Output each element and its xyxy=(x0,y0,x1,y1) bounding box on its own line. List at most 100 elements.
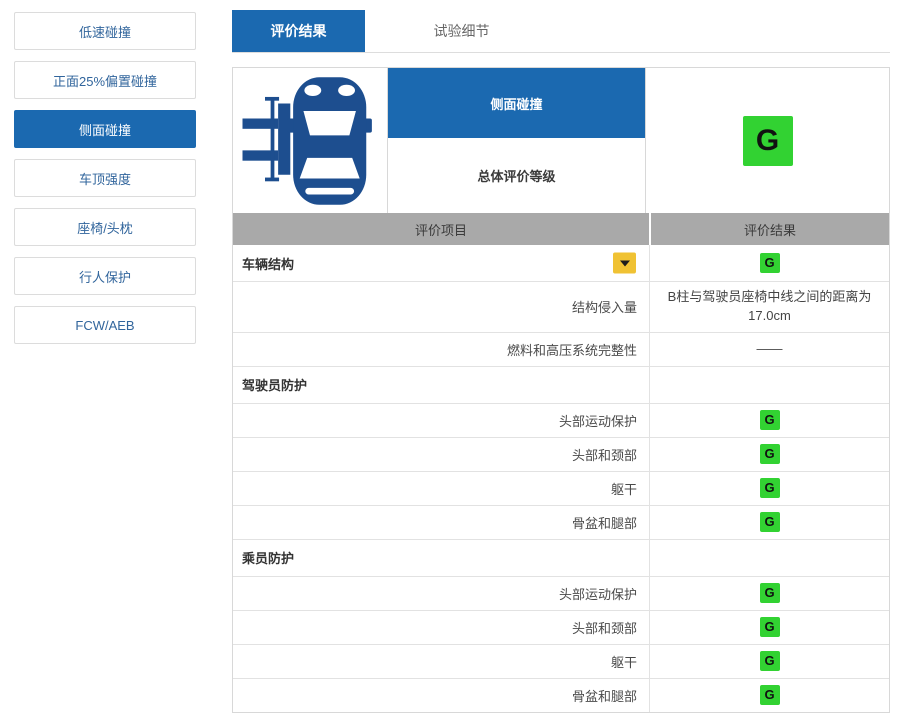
column-header-item: 评价项目 xyxy=(233,213,649,245)
evaluation-result-cell xyxy=(649,539,889,576)
evaluation-item-cell: 骨盆和腿部 xyxy=(233,679,649,712)
table-row: 头部运动保护 G xyxy=(233,402,889,437)
evaluation-item-cell: 骨盆和腿部 xyxy=(233,506,649,539)
table-row: 骨盆和腿部 G xyxy=(233,677,889,712)
tab-label: 试验细节 xyxy=(433,23,490,39)
evaluation-result-cell xyxy=(649,366,889,403)
summary-middle-cell: 侧面碰撞 总体评价等级 xyxy=(388,68,646,213)
evaluation-item-cell: 躯干 xyxy=(233,645,649,678)
evaluation-item-label: 头部和颈部 xyxy=(571,447,637,463)
sidebar-item-label: 行人保护 xyxy=(78,269,131,285)
crash-type-title: 侧面碰撞 xyxy=(388,68,645,138)
evaluation-item-cell: 头部运动保护 xyxy=(233,404,649,437)
tab-label: 评价结果 xyxy=(270,23,327,39)
sidebar-item-7[interactable]: FCW/AEB xyxy=(14,306,196,344)
sidebar: 低速碰撞正面25%偏置碰撞 侧面碰撞车顶强度座椅/头枕行人保护 FCW/AEB xyxy=(14,12,196,355)
evaluation-item-cell: 燃料和高压系统完整性 xyxy=(233,333,649,366)
result-text: —— xyxy=(756,340,783,356)
evaluation-result-cell: G xyxy=(649,505,889,539)
evaluation-item-label: 乘员防护 xyxy=(242,551,295,567)
results-table: 评价项目 评价结果 车辆结构 G 结构侵入量 B柱与驾驶员座椅中线之间的距离为17.0… xyxy=(232,213,890,713)
expand-dropdown-button[interactable] xyxy=(613,252,636,274)
results-table-header: 评价项目 评价结果 xyxy=(233,213,889,245)
evaluation-result-cell: G xyxy=(649,403,889,437)
evaluation-item-label: 骨盆和腿部 xyxy=(571,688,637,704)
evaluation-item-label: 车辆结构 xyxy=(242,256,295,272)
evaluation-result-cell: G xyxy=(649,437,889,471)
evaluation-item-cell: 驾驶员防护 xyxy=(233,367,649,403)
summary-panel: 侧面碰撞 总体评价等级 G xyxy=(232,67,890,213)
evaluation-item-cell: 头部运动保护 xyxy=(233,577,649,610)
grade-badge: G xyxy=(759,253,780,273)
table-row: 车辆结构 G xyxy=(233,245,889,281)
sidebar-item-6[interactable]: 行人保护 xyxy=(14,257,196,295)
grade-badge: G xyxy=(759,512,780,533)
results-table-body: 车辆结构 G 结构侵入量 B柱与驾驶员座椅中线之间的距离为17.0cm 燃料和高压系统完… xyxy=(233,245,889,712)
grade-badge: G xyxy=(759,651,780,672)
evaluation-item-label: 头部运动保护 xyxy=(558,413,637,429)
evaluation-item-label: 头部和颈部 xyxy=(571,620,637,636)
chevron-down-icon xyxy=(619,260,630,266)
tab-1[interactable]: 评价结果 xyxy=(232,10,365,52)
grade-badge: G xyxy=(759,685,780,706)
table-row: 驾驶员防护 xyxy=(233,365,889,403)
column-header-result: 评价结果 xyxy=(651,213,889,245)
grade-badge: G xyxy=(759,617,780,638)
evaluation-item-cell: 结构侵入量 xyxy=(233,282,649,332)
evaluation-result-cell: G xyxy=(649,245,889,281)
main-content: 评价结果 试验细节 xyxy=(232,0,890,713)
crash-type-image-cell xyxy=(233,68,388,213)
evaluation-item-cell: 头部和颈部 xyxy=(233,438,649,471)
evaluation-result-cell: G xyxy=(649,610,889,644)
evaluation-item-label: 躯干 xyxy=(610,654,637,670)
sidebar-item-2[interactable]: 正面25%偏置碰撞 xyxy=(14,61,196,99)
result-text: B柱与驾驶员座椅中线之间的距离为17.0cm xyxy=(667,289,872,323)
sidebar-item-3[interactable]: 侧面碰撞 xyxy=(14,110,196,148)
evaluation-item-label: 头部运动保护 xyxy=(558,586,637,602)
evaluation-item-label: 结构侵入量 xyxy=(571,300,637,316)
grade-badge: G xyxy=(759,444,780,465)
sidebar-item-label: FCW/AEB xyxy=(75,317,135,333)
grade-badge: G xyxy=(759,410,780,431)
overall-grade-cell: G xyxy=(646,68,889,213)
table-row: 躯干 G xyxy=(233,643,889,678)
evaluation-item-cell: 车辆结构 xyxy=(233,245,649,281)
sidebar-item-label: 座椅/头枕 xyxy=(77,220,133,236)
table-row: 骨盆和腿部 G xyxy=(233,504,889,539)
evaluation-item-cell: 乘员防护 xyxy=(233,540,649,576)
evaluation-result-cell: G xyxy=(649,644,889,678)
sidebar-item-5[interactable]: 座椅/头枕 xyxy=(14,208,196,246)
table-row: 燃料和高压系统完整性 —— xyxy=(233,331,889,366)
evaluation-item-cell: 躯干 xyxy=(233,472,649,505)
table-row: 结构侵入量 B柱与驾驶员座椅中线之间的距离为17.0cm xyxy=(233,281,889,332)
evaluation-item-label: 驾驶员防护 xyxy=(242,378,308,394)
tab-2[interactable]: 试验细节 xyxy=(395,10,528,52)
tab-bar: 评价结果 试验细节 xyxy=(232,10,890,53)
sidebar-item-label: 低速碰撞 xyxy=(78,24,131,40)
evaluation-item-label: 燃料和高压系统完整性 xyxy=(506,342,637,358)
table-row: 头部运动保护 G xyxy=(233,575,889,610)
table-row: 乘员防护 xyxy=(233,538,889,576)
table-row: 头部和颈部 G xyxy=(233,609,889,644)
sidebar-item-1[interactable]: 低速碰撞 xyxy=(14,12,196,50)
evaluation-item-cell: 头部和颈部 xyxy=(233,611,649,644)
side-impact-car-top-view-icon xyxy=(242,76,372,205)
evaluation-result-cell: G xyxy=(649,678,889,712)
overall-grade-label: 总体评价等级 xyxy=(477,169,556,184)
table-row: 躯干 G xyxy=(233,470,889,505)
evaluation-result-cell: B柱与驾驶员座椅中线之间的距离为17.0cm xyxy=(649,282,889,332)
table-row: 头部和颈部 G xyxy=(233,436,889,471)
evaluation-item-label: 躯干 xyxy=(610,481,637,497)
evaluation-result-cell: G xyxy=(649,576,889,610)
sidebar-item-4[interactable]: 车顶强度 xyxy=(14,159,196,197)
evaluation-item-label: 骨盆和腿部 xyxy=(571,515,637,531)
overall-grade-badge: G xyxy=(742,115,793,166)
grade-badge: G xyxy=(759,583,780,604)
sidebar-item-label: 侧面碰撞 xyxy=(78,122,131,138)
evaluation-result-cell: G xyxy=(649,471,889,505)
grade-badge: G xyxy=(759,478,780,499)
sidebar-item-label: 车顶强度 xyxy=(78,171,131,187)
sidebar-item-label: 正面25%偏置碰撞 xyxy=(52,73,158,89)
evaluation-result-cell: —— xyxy=(649,332,889,366)
